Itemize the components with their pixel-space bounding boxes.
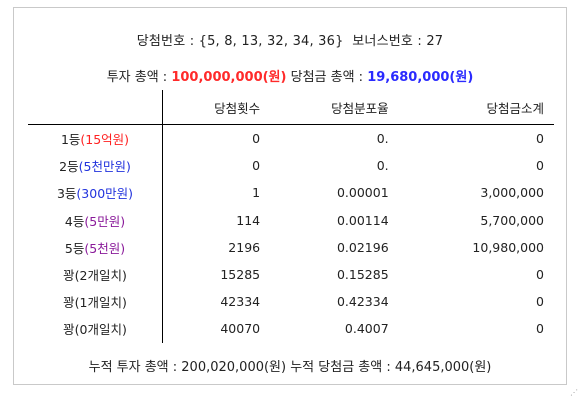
- prize-total-label: 당첨금 총액 :: [290, 70, 368, 85]
- result-stats-table: 당첨횟수 당첨분포율 당첨금소계 1등(15억원) 0 0. 0 2등(5천만원) 0 0.…: [28, 90, 554, 343]
- rank-cell: 꽝(1개일치): [28, 288, 163, 316]
- resize-grip-icon[interactable]: ⋰: [570, 388, 578, 397]
- count-cell: 1: [252, 185, 261, 201]
- rate-cell: 0.00114: [336, 212, 389, 228]
- rank-label: 꽝(0개일치): [63, 322, 127, 338]
- rank-label: 꽝(2개일치): [63, 268, 127, 284]
- count-cell: 0: [252, 158, 261, 174]
- rate-cell: 0.4007: [344, 321, 389, 337]
- prize-amount-note: (5천원): [84, 240, 126, 256]
- rank-cell: 1등(15억원): [28, 124, 163, 153]
- table-row: 꽝(1개일치) 42334 0.42334 0: [28, 288, 554, 316]
- prize-amount-note: (5천만원): [78, 159, 131, 175]
- subtotal-cell: 3,000,000: [480, 185, 544, 201]
- winning-numbers-line: 당첨번호 : {5, 8, 13, 32, 34, 36} 보너스번호 : 27: [14, 30, 566, 49]
- prize-total-value: 19,680,000(원): [367, 70, 474, 85]
- table-row: 3등(300만원) 1 0.00001 3,000,000: [28, 179, 554, 207]
- bonus-number-value: 27: [426, 34, 444, 49]
- lotto-result-panel: 당첨번호 : {5, 8, 13, 32, 34, 36} 보너스번호 : 27…: [13, 7, 567, 385]
- subtotal-cell: 0: [536, 267, 544, 283]
- count-cell: 0: [252, 131, 261, 147]
- invest-total-value: 100,000,000(원): [171, 70, 287, 85]
- investment-summary-line: 투자 총액 : 100,000,000(원) 당첨금 총액 : 19,680,0…: [14, 66, 566, 85]
- subtotal-cell: 0: [536, 158, 544, 174]
- column-header-rate: 당첨분포율: [270, 90, 399, 125]
- count-cell: 40070: [220, 321, 261, 337]
- cumulative-summary: 누적 투자 총액 : 200,020,000(원) 누적 당첨금 총액 : 44…: [88, 360, 492, 375]
- rate-cell: 0.02196: [336, 239, 389, 255]
- table-row: 꽝(2개일치) 15285 0.15285 0: [28, 260, 554, 289]
- subtotal-cell: 0: [536, 131, 544, 147]
- prize-amount-note: (5만원): [84, 213, 126, 229]
- rate-cell: 0.00001: [336, 185, 389, 201]
- subtotal-cell: 5,700,000: [480, 212, 544, 228]
- rank-label: 꽝(1개일치): [63, 295, 127, 311]
- rank-label: 1등: [60, 132, 81, 148]
- winning-numbers-value: {5, 8, 13, 32, 34, 36}: [198, 34, 344, 49]
- rank-cell: 4등(5만원): [28, 206, 163, 234]
- rank-label: 3등: [56, 186, 77, 202]
- rank-cell: 2등(5천만원): [28, 152, 163, 180]
- rank-label: 2등: [59, 159, 79, 175]
- count-cell: 42334: [220, 294, 261, 310]
- rank-cell: 3등(300만원): [28, 179, 163, 207]
- rate-cell: 0.: [376, 131, 389, 147]
- table-row: 꽝(0개일치) 40070 0.4007 0: [28, 315, 554, 343]
- rank-cell: 5등(5천원): [28, 233, 163, 261]
- invest-total-label: 투자 총액 :: [106, 70, 172, 85]
- subtotal-cell: 0: [536, 321, 544, 337]
- prize-amount-note: (15억원): [80, 132, 130, 148]
- rate-cell: 0.15285: [336, 267, 389, 283]
- count-cell: 15285: [220, 267, 261, 283]
- subtotal-cell: 0: [536, 294, 544, 310]
- count-cell: 114: [236, 212, 261, 228]
- rate-cell: 0.42334: [336, 294, 389, 310]
- rank-cell: 꽝(2개일치): [28, 260, 163, 289]
- count-cell: 2196: [228, 239, 261, 255]
- column-header-count: 당첨횟수: [162, 90, 271, 125]
- rate-cell: 0.: [376, 158, 389, 174]
- column-header-rank: [28, 90, 163, 125]
- table-row: 1등(15억원) 0 0. 0: [28, 124, 554, 153]
- table-row: 2등(5천만원) 0 0. 0: [28, 152, 554, 180]
- winning-numbers-label: 당첨번호 :: [136, 34, 199, 49]
- table-row: 5등(5천원) 2196 0.02196 10,980,000: [28, 233, 554, 261]
- subtotal-cell: 10,980,000: [472, 239, 544, 255]
- column-header-subtotal: 당첨금소계: [398, 90, 554, 125]
- rank-label: 5등: [64, 240, 85, 256]
- prize-amount-note: (300만원): [76, 186, 134, 202]
- rank-cell: 꽝(0개일치): [28, 315, 163, 343]
- table-header-row: 당첨횟수 당첨분포율 당첨금소계: [28, 90, 554, 125]
- bonus-number-label: 보너스번호 :: [352, 34, 427, 49]
- table-row: 4등(5만원) 114 0.00114 5,700,000: [28, 206, 554, 234]
- rank-label: 4등: [64, 213, 85, 229]
